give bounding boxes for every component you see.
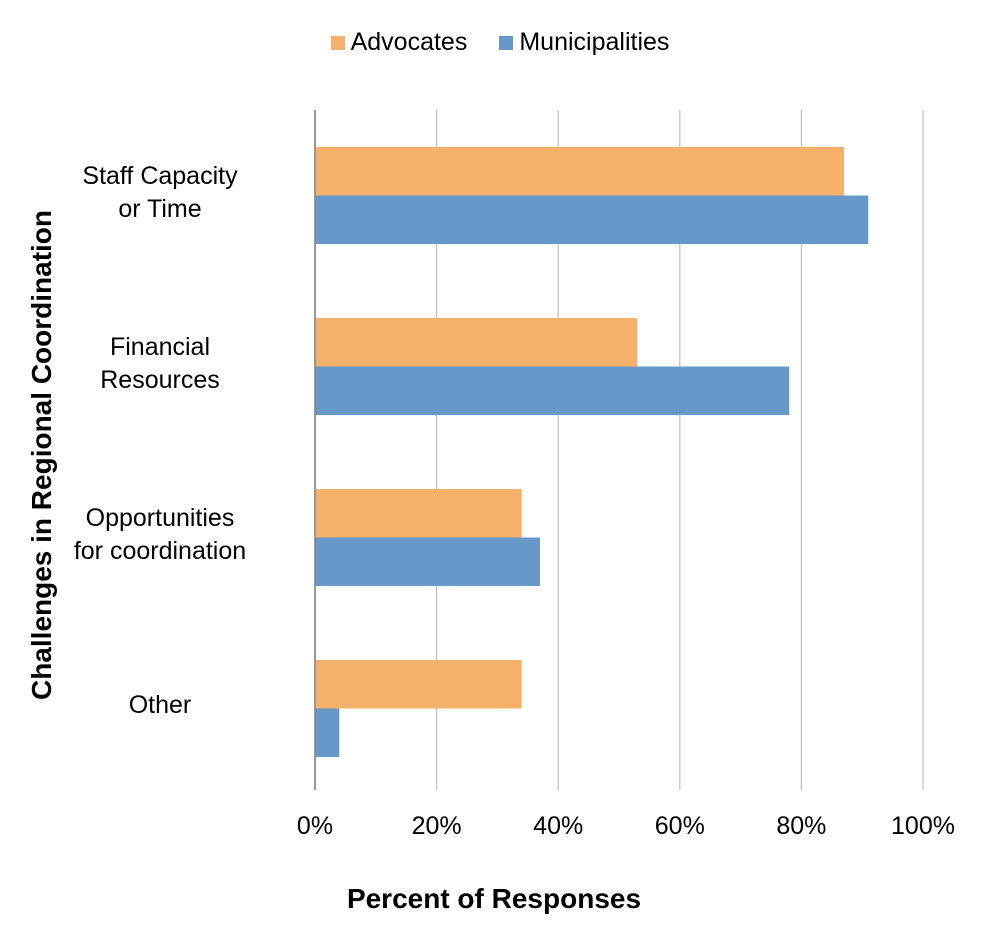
bar-advocates-1: [315, 318, 638, 367]
category-label-line: Opportunities: [85, 503, 235, 532]
x-tick-label: 60%: [654, 812, 705, 840]
legend-swatch-advocates: [330, 35, 345, 50]
bar-advocates-2: [315, 489, 522, 538]
legend-label-advocates: Advocates: [350, 28, 468, 56]
x-tick-label: 0%: [296, 812, 334, 840]
category-label-line: Other: [128, 691, 192, 719]
category-label: Other: [30, 689, 290, 722]
bar-municipalities-2: [315, 537, 540, 586]
category-label: Financial Resources: [30, 331, 290, 397]
category-label-line: Financial: [109, 332, 211, 361]
bar-advocates-3: [315, 660, 522, 709]
category-label: Opportunities for coordination: [30, 502, 290, 568]
category-label-line: Staff Capacity: [82, 161, 238, 190]
category-label-line: for coordination: [73, 536, 247, 565]
x-tick-label: 20%: [411, 812, 462, 840]
bar-municipalities-3: [315, 708, 340, 757]
legend-label-municipalities: Municipalities: [519, 28, 670, 56]
category-label-line: Resources: [100, 365, 220, 394]
bar-municipalities-1: [315, 366, 790, 415]
category-label: Staff Capacity or Time: [30, 160, 290, 226]
bar-municipalities-0: [315, 195, 869, 244]
legend: Advocates Municipalities: [0, 28, 1000, 57]
x-axis-title: Percent of Responses: [346, 883, 642, 914]
category-label-line: or Time: [118, 194, 202, 223]
y-axis-title: Challenges in Regional Coordination: [26, 209, 57, 701]
x-tick-label: 100%: [891, 812, 955, 840]
legend-swatch-municipalities: [499, 35, 514, 50]
legend-item-advocates: Advocates: [330, 28, 468, 57]
x-tick-label: 80%: [776, 812, 827, 840]
bar-advocates-0: [315, 147, 844, 196]
legend-item-municipalities: Municipalities: [499, 28, 669, 57]
x-tick-label: 40%: [533, 812, 584, 840]
